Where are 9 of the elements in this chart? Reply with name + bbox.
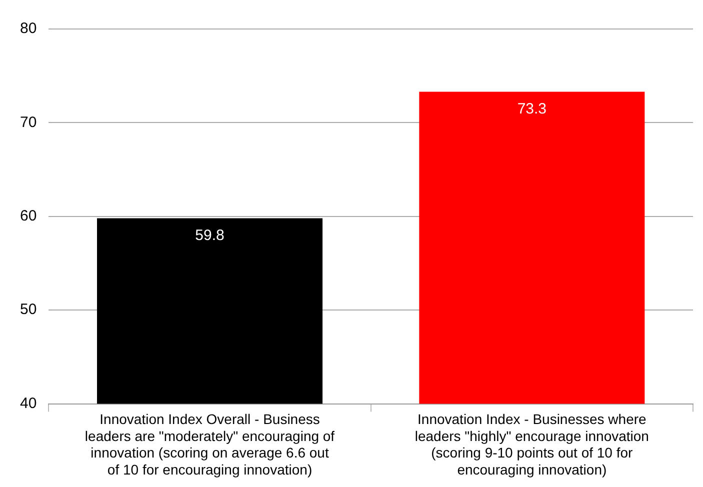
y-tick-label: 50 <box>20 301 37 318</box>
y-tick-label: 40 <box>20 394 37 412</box>
y-tick-label: 80 <box>20 20 37 38</box>
x-tick-label: Innovation Index - Businesses where leaders "highly" encourage innovation (scoring 9-10 points out of 10 for encouraging innovation) <box>414 411 649 478</box>
y-tick-label: 60 <box>20 208 37 225</box>
y-tick-label: 70 <box>20 114 37 131</box>
data-label: 73.3 <box>517 100 547 118</box>
data-label: 59.8 <box>195 226 224 244</box>
x-tick-label: Innovation Index Overall - Business leaders are "moderately" encouraging of innovation (scoring on average 6.6 out of 10 for encouraging innovation) <box>84 411 335 478</box>
